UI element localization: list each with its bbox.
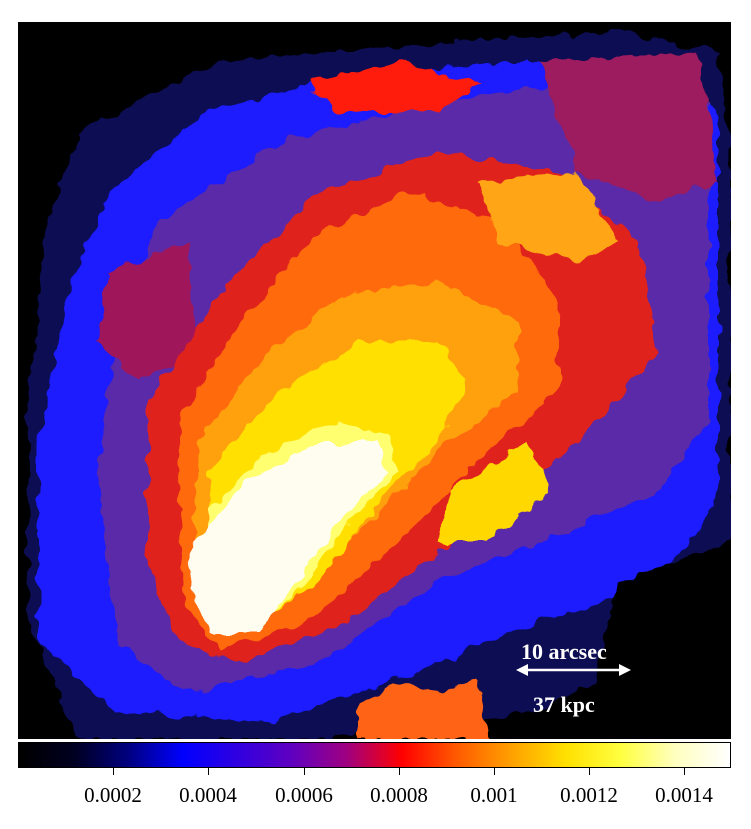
colorbar-tick bbox=[304, 767, 305, 775]
yellow-region-side bbox=[438, 442, 548, 542]
colorbar-tick-label: 0.0002 bbox=[84, 783, 142, 807]
scalebar-top-label: 10 arcsec bbox=[521, 639, 607, 664]
colorbar-tick-label: 0.0012 bbox=[560, 783, 618, 807]
colorbar-tick-label: 0.001 bbox=[470, 783, 518, 807]
colorbar bbox=[18, 742, 731, 768]
dark-corner-region bbox=[578, 542, 731, 739]
colorbar-tick-label: 0.0014 bbox=[655, 783, 713, 807]
colorbar-tick bbox=[399, 767, 400, 775]
colorbar-tick bbox=[208, 767, 209, 775]
colorbar-gradient bbox=[19, 743, 730, 767]
colorbar-tick-label: 0.0008 bbox=[370, 783, 428, 807]
red-top-region bbox=[308, 62, 478, 112]
colorbar-tick bbox=[113, 767, 114, 775]
orange-bottom-region bbox=[358, 682, 488, 739]
colorbar-tick bbox=[494, 767, 495, 775]
brightness-map: 10 arcsec 37 kpc bbox=[18, 22, 731, 739]
colorbar-tick-label: 0.0004 bbox=[179, 783, 237, 807]
maroon-region-right bbox=[538, 52, 718, 202]
white-core-region bbox=[190, 442, 388, 632]
map-graphic bbox=[18, 22, 731, 739]
scalebar-arrow bbox=[516, 664, 631, 676]
colorbar-tick bbox=[684, 767, 685, 775]
amber-region-top bbox=[478, 172, 618, 262]
scalebar-bottom-label: 37 kpc bbox=[533, 692, 595, 717]
colorbar-tick bbox=[589, 767, 590, 775]
colorbar-tick-label: 0.0006 bbox=[275, 783, 333, 807]
maroon-region-left bbox=[98, 242, 198, 382]
